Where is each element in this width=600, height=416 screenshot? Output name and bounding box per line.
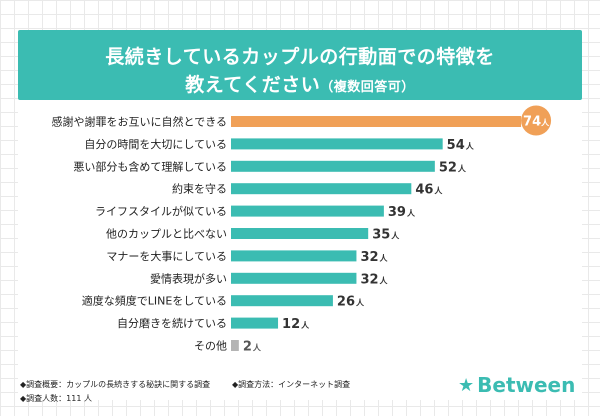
between-logo: ★ Between (458, 373, 575, 397)
title-banner: 長続きしているカップルの行動面での特徴を 教えてください（複数回答可） (18, 30, 582, 100)
category-label: 感謝や謝罪をお互いに自然とできる (52, 115, 227, 129)
category-label: 約束を守る (172, 182, 227, 196)
bar (231, 228, 369, 239)
value-label: 26人 (337, 295, 365, 310)
category-label: 悪い部分も含めて理解している (73, 159, 227, 173)
value-label: 46人 (415, 183, 443, 198)
title-main: 教えてください (185, 74, 321, 96)
value-label: 74人 (523, 115, 550, 130)
bar (231, 183, 412, 195)
bar (231, 317, 279, 329)
category-label: 適度な頻度でLINEをしている (82, 294, 227, 308)
bar (231, 272, 357, 284)
bar (231, 205, 384, 217)
category-label: その他 (194, 340, 227, 353)
category-label: ライフスタイルが似ている (95, 204, 227, 218)
highlight-badge (521, 105, 552, 136)
category-label: 愛情表現が多い (150, 271, 227, 285)
value-label: 12人 (282, 317, 310, 332)
value-label: 52人 (439, 160, 467, 175)
value-label: 32人 (360, 250, 388, 265)
star-icon: ★ (458, 374, 475, 396)
category-label: 自分の時間を大切にしている (84, 137, 227, 151)
value-label: 2人 (243, 340, 262, 355)
category-label: マナーを大事にしている (106, 249, 227, 263)
title-note: （複数回答可） (320, 80, 415, 95)
bar (231, 340, 239, 351)
logo-text: Between (477, 373, 576, 397)
survey-method: ◆調査方法：インターネット調査 (232, 380, 351, 389)
bar (231, 295, 333, 307)
title-line-1: 長続きしているカップルの行動面での特徴を (105, 46, 495, 68)
respondent-count: ◆調査人数：111 人 (20, 394, 92, 403)
value-label: 35人 (372, 228, 400, 243)
chart-panel: 感謝や謝罪をお互いに自然とできる 74人自分の時間を大切にしている 54人悪い部分も… (18, 100, 582, 400)
bar (231, 138, 443, 150)
bar (231, 116, 522, 127)
category-label: 他のカップルと比べない (106, 228, 227, 241)
bar (231, 160, 435, 172)
survey-outline: ◆調査概要：カップルの長続きする秘訣に関する調査 (20, 380, 211, 389)
value-label: 32人 (360, 272, 388, 287)
value-label: 54人 (447, 138, 475, 153)
bar (231, 250, 357, 262)
title-line-2: 教えてください（複数回答可） (18, 70, 582, 97)
value-label: 39人 (388, 205, 416, 220)
category-label: 自分磨きを続けている (117, 316, 227, 330)
